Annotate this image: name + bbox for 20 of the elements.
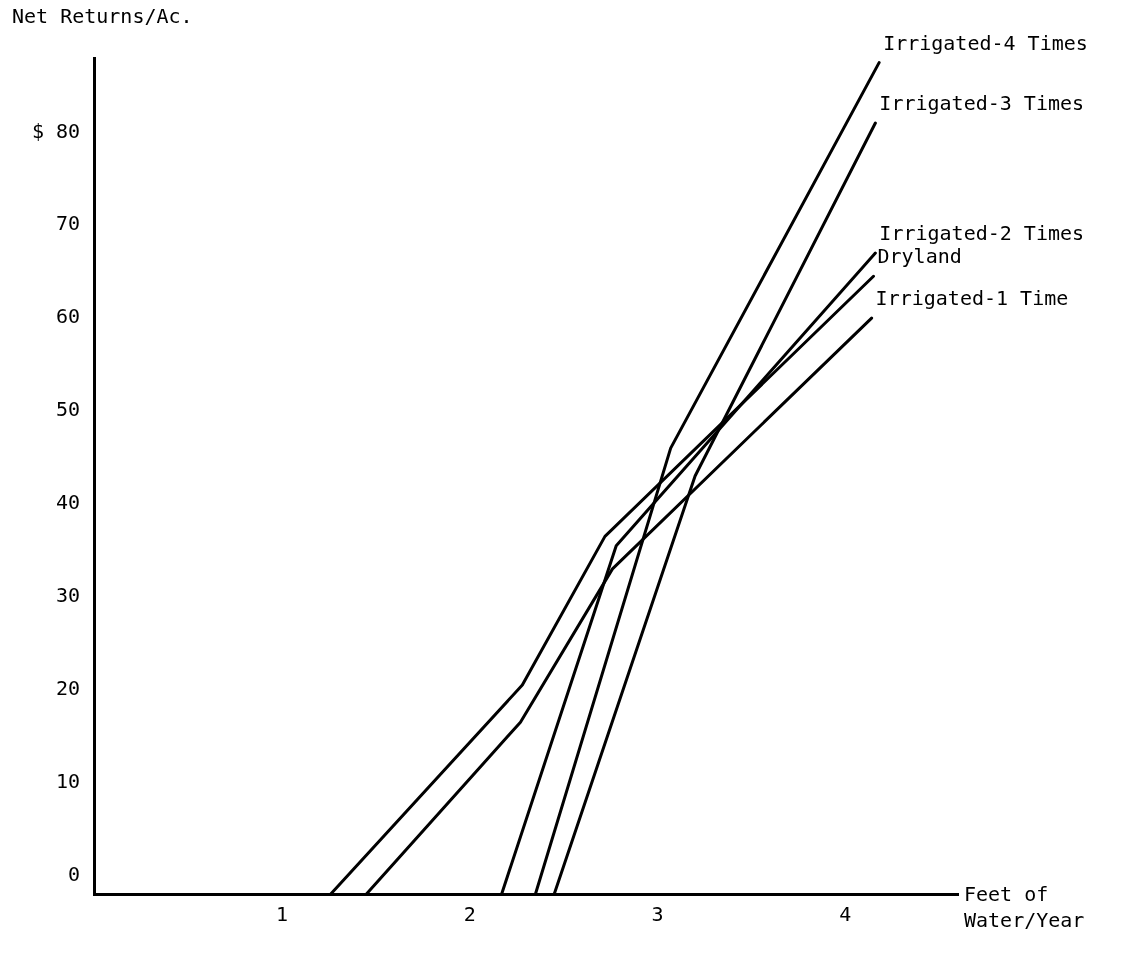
series-label: Irrigated-1 Time <box>875 286 1069 311</box>
series-label: Irrigated-2 Times <box>879 221 1085 246</box>
y-tick-label: 30 <box>56 582 81 607</box>
y-tick-label: $ 80 <box>31 118 81 143</box>
y-tick-label: 60 <box>56 304 81 329</box>
series-label: Irrigated-4 Times <box>883 30 1088 55</box>
y-tick-label: 70 <box>56 211 81 236</box>
y-tick-label: 20 <box>56 675 81 700</box>
x-axis-title: Feet of Water/Year <box>964 882 1085 933</box>
series-label: Dryland <box>877 244 962 269</box>
y-axis-title: Net Returns/Ac. <box>12 4 193 29</box>
x-tick-label: 4 <box>839 902 852 927</box>
y-tick-label: 40 <box>56 490 81 515</box>
x-tick-label: 2 <box>463 902 476 927</box>
y-tick-label: 50 <box>56 397 81 422</box>
series-label: Irrigated-3 Times <box>879 91 1085 116</box>
y-tick-label: 10 <box>56 768 81 793</box>
y-tick-label: 0 <box>68 861 81 886</box>
x-tick-label: 1 <box>275 902 288 927</box>
x-tick-label: 3 <box>651 902 664 927</box>
